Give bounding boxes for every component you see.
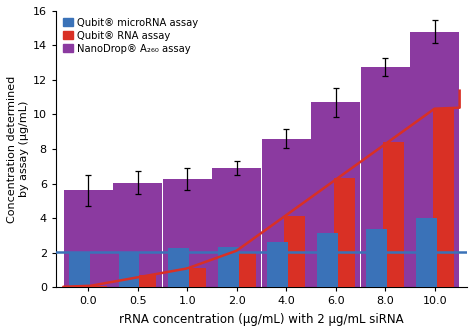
Bar xyxy=(168,248,189,287)
Bar xyxy=(433,109,454,287)
Y-axis label: Concentration determined
by assay (μg/mL): Concentration determined by assay (μg/mL… xyxy=(7,75,28,223)
Bar xyxy=(317,233,337,287)
Bar xyxy=(64,190,112,287)
Bar xyxy=(86,286,107,287)
Bar xyxy=(235,252,255,287)
Bar xyxy=(218,246,238,287)
Bar xyxy=(212,168,261,287)
Bar xyxy=(163,179,211,287)
Bar xyxy=(361,67,410,287)
X-axis label: rRNA concentration (μg/mL) with 2 μg/mL siRNA: rRNA concentration (μg/mL) with 2 μg/mL … xyxy=(119,313,404,326)
Bar xyxy=(262,139,310,287)
Bar xyxy=(284,216,305,287)
Bar xyxy=(69,252,90,287)
Bar xyxy=(383,142,404,287)
Bar xyxy=(416,218,437,287)
Bar xyxy=(311,103,360,287)
Bar xyxy=(136,275,156,287)
Bar xyxy=(334,178,355,287)
Legend: Qubit® microRNA assay, Qubit® RNA assay, NanoDrop® A₂₆₀ assay: Qubit® microRNA assay, Qubit® RNA assay,… xyxy=(61,16,200,56)
Bar xyxy=(119,252,139,287)
Bar xyxy=(185,268,206,287)
Bar xyxy=(113,183,162,287)
Bar xyxy=(366,229,387,287)
Bar xyxy=(267,242,288,287)
Bar xyxy=(410,32,459,287)
